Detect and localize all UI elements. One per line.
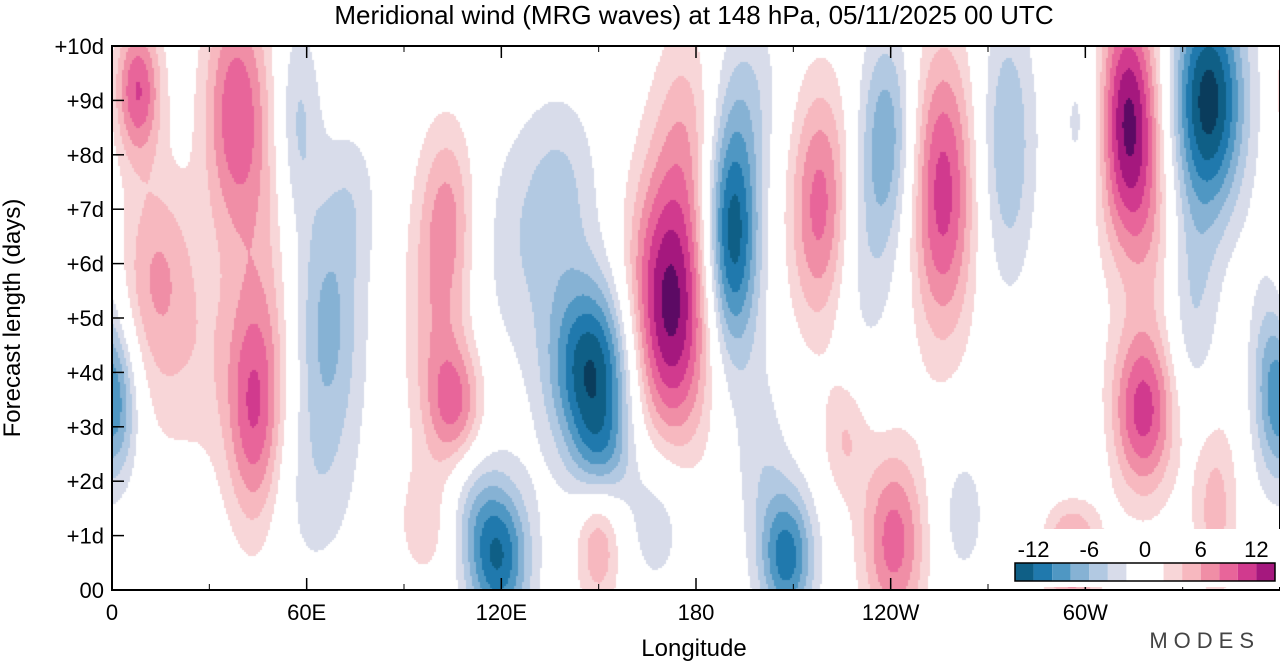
chart-title: Meridional wind (MRG waves) at 148 hPa, … [334,0,1053,30]
colorbar-segment [1182,563,1201,581]
colorbar-segment [1107,563,1127,581]
y-tick-label: +5d [67,306,104,331]
x-tick-label: 120E [476,600,527,625]
colorbar-segment [1089,563,1108,581]
colorbar-segment [1070,563,1090,581]
colorbar-segment [1219,563,1238,581]
field-image [112,46,1280,590]
x-tick-label: 0 [106,600,118,625]
labels: 0 60E 120E 180 120W 60W 00 +1d +2d +3d +4d +5d +6d +7… [0,0,1108,662]
axes [111,45,1280,591]
y-tick-label: +10d [54,34,104,59]
brand-logo: MODES [1149,628,1260,653]
colorbar-tick-label: -12 [1018,537,1050,562]
x-tick-label: 180 [678,600,715,625]
y-tick-label: +3d [67,415,104,440]
y-tick-label: +1d [67,524,104,549]
x-tick-label: 60W [1063,600,1108,625]
colorbar-segment [1200,563,1220,581]
colorbar-tick-label: 0 [1139,537,1151,562]
colorbar: -12 -6 0 6 12 [1009,529,1280,587]
colorbar-frame [1014,562,1276,582]
heatmap-field [112,46,1280,590]
y-tick-label: +9d [67,88,104,113]
y-tick-label: +6d [67,252,104,277]
colorbar-tick-label: 6 [1195,537,1207,562]
colorbar-segment [1163,563,1183,581]
y-tick-label: +2d [67,469,104,494]
y-tick-label: +7d [67,197,104,222]
colorbar-tick-label: 12 [1244,537,1268,562]
colorbar-segment [1015,563,1034,581]
y-tick-label: +8d [67,143,104,168]
y-tick-label: 00 [80,578,104,603]
colorbar-segment [1256,563,1275,581]
y-tick-label: +4d [67,360,104,385]
x-tick-label: 120W [862,600,920,625]
y-axis-label: Forecast length (days) [0,199,26,438]
colorbar-segment [1033,563,1053,581]
colorbar-segment [1052,563,1071,581]
colorbar-segment [1126,563,1164,581]
x-axis-label: Longitude [641,635,746,662]
colorbar-segment [1237,563,1257,581]
colorbar-tick-label: -6 [1080,537,1100,562]
x-tick-label: 60E [287,600,326,625]
